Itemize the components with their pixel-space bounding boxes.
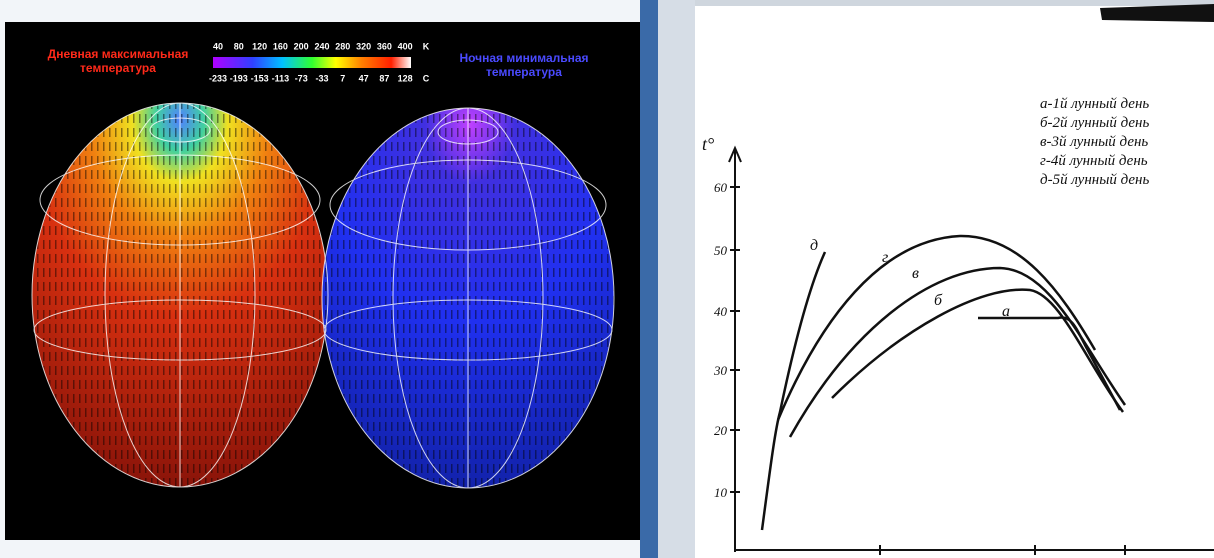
globe-grid xyxy=(31,102,615,489)
curve-g xyxy=(776,234,1097,421)
plot-axes xyxy=(728,145,1214,555)
kelvin-label: 200 xyxy=(294,41,309,51)
y-tick-label: 10 xyxy=(714,485,728,500)
color-scale xyxy=(213,57,411,68)
y-tick-label: 60 xyxy=(714,180,728,195)
kelvin-label: 400 xyxy=(398,41,413,51)
curve-d xyxy=(760,251,827,531)
celsius-label: C xyxy=(423,73,430,83)
curves xyxy=(760,234,1127,531)
legend-entry: г-4й лунный день xyxy=(1040,153,1148,169)
celsius-label: -73 xyxy=(295,73,308,83)
celsius-label: -113 xyxy=(272,73,290,83)
celsius-label: -153 xyxy=(251,73,269,83)
scan-page xyxy=(695,0,1214,558)
window-gap xyxy=(658,0,695,558)
kelvin-label: 240 xyxy=(314,41,329,51)
curve-label: в xyxy=(912,265,919,282)
page-edge xyxy=(695,0,1214,6)
celsius-label: -233 xyxy=(209,73,227,83)
curve-a xyxy=(978,316,1122,411)
curve-label: д xyxy=(810,237,818,254)
y-tick-label: 20 xyxy=(714,423,728,438)
day-label: Дневная максимальная xyxy=(48,47,189,61)
night-label: температура xyxy=(486,65,562,79)
celsius-label: 128 xyxy=(398,73,413,83)
day-label: температура xyxy=(80,61,156,75)
y-tick-label: 40 xyxy=(714,304,728,319)
curve-label: а xyxy=(1002,303,1010,320)
celsius-label: -193 xyxy=(230,73,248,83)
curve-label: г xyxy=(882,249,888,266)
legend-entry: а-1й лунный день xyxy=(1040,96,1149,112)
y-tick-label: 50 xyxy=(714,243,728,258)
kelvin-label: 360 xyxy=(377,41,392,51)
night-label: Ночная минимальная xyxy=(459,51,588,65)
curve-label: б xyxy=(934,292,943,309)
kelvin-label: 40 xyxy=(213,41,223,51)
kelvin-label: 320 xyxy=(356,41,371,51)
y-axis-label: t° xyxy=(702,134,714,154)
kelvin-label: 160 xyxy=(273,41,288,51)
scan-mark xyxy=(1100,4,1214,22)
celsius-label: -33 xyxy=(315,73,328,83)
window-border xyxy=(640,0,658,558)
celsius-label: 87 xyxy=(379,73,389,83)
kelvin-label: 120 xyxy=(252,41,267,51)
kelvin-label: 80 xyxy=(234,41,244,51)
legend-entry: д-5й лунный день xyxy=(1040,172,1149,188)
curve-b xyxy=(831,288,1125,413)
y-tick-label: 30 xyxy=(713,363,728,378)
legend-entry: б-2й лунный день xyxy=(1040,115,1149,131)
legend-entry: в-3й лунный день xyxy=(1040,134,1148,150)
kelvin-label: 280 xyxy=(335,41,350,51)
kelvin-label: K xyxy=(423,41,430,51)
celsius-label: 7 xyxy=(340,73,345,83)
celsius-label: 47 xyxy=(359,73,369,83)
